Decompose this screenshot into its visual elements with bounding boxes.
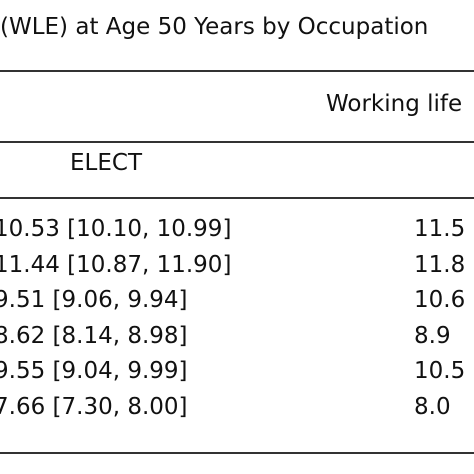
table-row: 10.53 [10.10, 10.99] 11.5 xyxy=(0,216,474,252)
working-life-cell: 11.5 xyxy=(414,216,466,242)
table-row: 7.66 [7.30, 8.00] 8.0 xyxy=(0,394,474,430)
elect-cell: 7.66 [7.30, 8.00] xyxy=(0,393,188,420)
elect-cell: 9.55 [9.04, 9.99] xyxy=(0,358,188,384)
header-rule xyxy=(0,141,474,143)
elect-cell: 10.53 [10.10, 10.99] xyxy=(0,216,232,242)
elect-cell: 8.62 [8.14, 8.98] xyxy=(0,322,188,349)
working-life-cell: 8.0 xyxy=(414,393,451,420)
table-body: 10.53 [10.10, 10.99] 11.5 11.44 [10.87, … xyxy=(0,216,474,429)
top-rule xyxy=(0,70,474,72)
table-row: 11.44 [10.87, 11.90] 11.8 xyxy=(0,252,474,288)
spanner-header: Working life xyxy=(326,91,463,117)
working-life-cell: 11.8 xyxy=(414,251,466,278)
table-title: (WLE) at Age 50 Years by Occupation xyxy=(0,14,429,40)
column-header-elect: ELECT xyxy=(70,150,142,176)
table-row: 9.51 [9.06, 9.94] 10.6 xyxy=(0,287,474,323)
elect-cell: 9.51 [9.06, 9.94] xyxy=(0,287,188,313)
working-life-cell: 10.5 xyxy=(414,358,466,384)
working-life-cell: 8.9 xyxy=(414,322,451,349)
subheader-rule xyxy=(0,197,474,199)
elect-cell: 11.44 [10.87, 11.90] xyxy=(0,251,232,278)
table-row: 8.62 [8.14, 8.98] 8.9 xyxy=(0,323,474,359)
table-row: 9.55 [9.04, 9.99] 10.5 xyxy=(0,358,474,394)
bottom-rule xyxy=(0,452,474,454)
working-life-cell: 10.6 xyxy=(414,287,466,313)
